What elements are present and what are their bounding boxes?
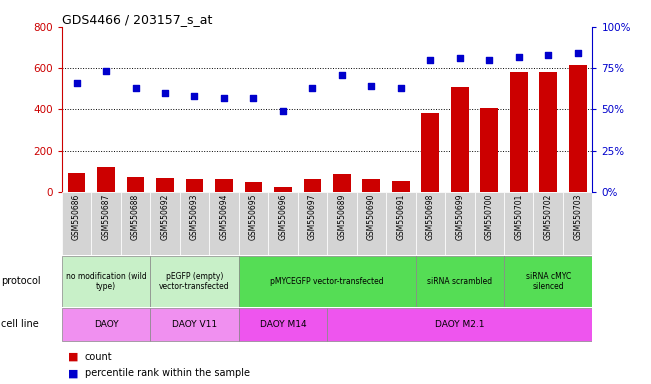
Bar: [91, 192, 121, 255]
Text: siRNA scrambled: siRNA scrambled: [427, 277, 492, 286]
Bar: [504, 256, 592, 307]
Bar: [415, 192, 445, 255]
Text: no modification (wild
type): no modification (wild type): [66, 271, 146, 291]
Bar: [215, 179, 233, 192]
Bar: [386, 192, 415, 255]
Bar: [156, 177, 174, 192]
Text: protocol: protocol: [1, 276, 41, 286]
Point: [219, 95, 229, 101]
Bar: [451, 87, 469, 192]
Bar: [327, 308, 592, 341]
Bar: [363, 179, 380, 192]
Bar: [186, 179, 203, 192]
Text: GSM550690: GSM550690: [367, 194, 376, 240]
Text: GSM550691: GSM550691: [396, 194, 406, 240]
Bar: [480, 108, 498, 192]
Text: siRNA cMYC
silenced: siRNA cMYC silenced: [525, 271, 571, 291]
Bar: [533, 192, 563, 255]
Bar: [539, 72, 557, 192]
Bar: [274, 187, 292, 192]
Point: [396, 85, 406, 91]
Bar: [180, 192, 209, 255]
Bar: [121, 192, 150, 255]
Bar: [303, 179, 321, 192]
Bar: [239, 192, 268, 255]
Text: GSM550699: GSM550699: [455, 194, 464, 240]
Bar: [150, 192, 180, 255]
Text: cell line: cell line: [1, 319, 39, 329]
Bar: [421, 113, 439, 192]
Bar: [97, 167, 115, 192]
Text: GDS4466 / 203157_s_at: GDS4466 / 203157_s_at: [62, 13, 212, 26]
Point: [484, 57, 495, 63]
Text: GSM550687: GSM550687: [102, 194, 111, 240]
Text: DAOY V11: DAOY V11: [172, 320, 217, 329]
Point: [278, 108, 288, 114]
Point: [337, 72, 347, 78]
Text: GSM550702: GSM550702: [544, 194, 553, 240]
Bar: [150, 256, 239, 307]
Text: ■: ■: [68, 368, 83, 379]
Bar: [357, 192, 386, 255]
Point: [366, 83, 376, 89]
Point: [307, 85, 318, 91]
Point: [248, 95, 258, 101]
Bar: [392, 180, 409, 192]
Text: GSM550696: GSM550696: [279, 194, 287, 240]
Point: [159, 90, 170, 96]
Bar: [68, 174, 85, 192]
Point: [425, 57, 436, 63]
Text: GSM550698: GSM550698: [426, 194, 435, 240]
Bar: [62, 256, 150, 307]
Bar: [327, 192, 357, 255]
Bar: [239, 256, 415, 307]
Bar: [415, 256, 504, 307]
Point: [454, 55, 465, 61]
Point: [101, 68, 111, 74]
Text: GSM550703: GSM550703: [573, 194, 582, 240]
Text: GSM550700: GSM550700: [485, 194, 493, 240]
Bar: [445, 192, 475, 255]
Text: DAOY: DAOY: [94, 320, 118, 329]
Bar: [245, 182, 262, 192]
Text: ■: ■: [68, 351, 83, 362]
Text: GSM550701: GSM550701: [514, 194, 523, 240]
Text: GSM550694: GSM550694: [219, 194, 229, 240]
Point: [72, 80, 82, 86]
Text: GSM550689: GSM550689: [337, 194, 346, 240]
Text: GSM550693: GSM550693: [190, 194, 199, 240]
Text: GSM550686: GSM550686: [72, 194, 81, 240]
Text: GSM550688: GSM550688: [131, 194, 140, 240]
Text: pMYCEGFP vector-transfected: pMYCEGFP vector-transfected: [270, 277, 384, 286]
Point: [572, 50, 583, 56]
Text: DAOY M14: DAOY M14: [260, 320, 306, 329]
Text: DAOY M2.1: DAOY M2.1: [435, 320, 484, 329]
Bar: [475, 192, 504, 255]
Bar: [62, 192, 91, 255]
Bar: [62, 308, 150, 341]
Bar: [127, 177, 145, 192]
Bar: [333, 174, 351, 192]
Bar: [510, 72, 527, 192]
Point: [543, 52, 553, 58]
Text: GSM550692: GSM550692: [161, 194, 169, 240]
Bar: [268, 192, 298, 255]
Bar: [504, 192, 533, 255]
Bar: [298, 192, 327, 255]
Bar: [569, 65, 587, 192]
Text: count: count: [85, 351, 112, 362]
Bar: [209, 192, 239, 255]
Text: pEGFP (empty)
vector-transfected: pEGFP (empty) vector-transfected: [159, 271, 230, 291]
Text: GSM550697: GSM550697: [308, 194, 317, 240]
Point: [189, 93, 200, 99]
Text: percentile rank within the sample: percentile rank within the sample: [85, 368, 249, 379]
Text: GSM550695: GSM550695: [249, 194, 258, 240]
Bar: [239, 308, 327, 341]
Bar: [150, 308, 239, 341]
Bar: [563, 192, 592, 255]
Point: [514, 53, 524, 60]
Point: [130, 85, 141, 91]
